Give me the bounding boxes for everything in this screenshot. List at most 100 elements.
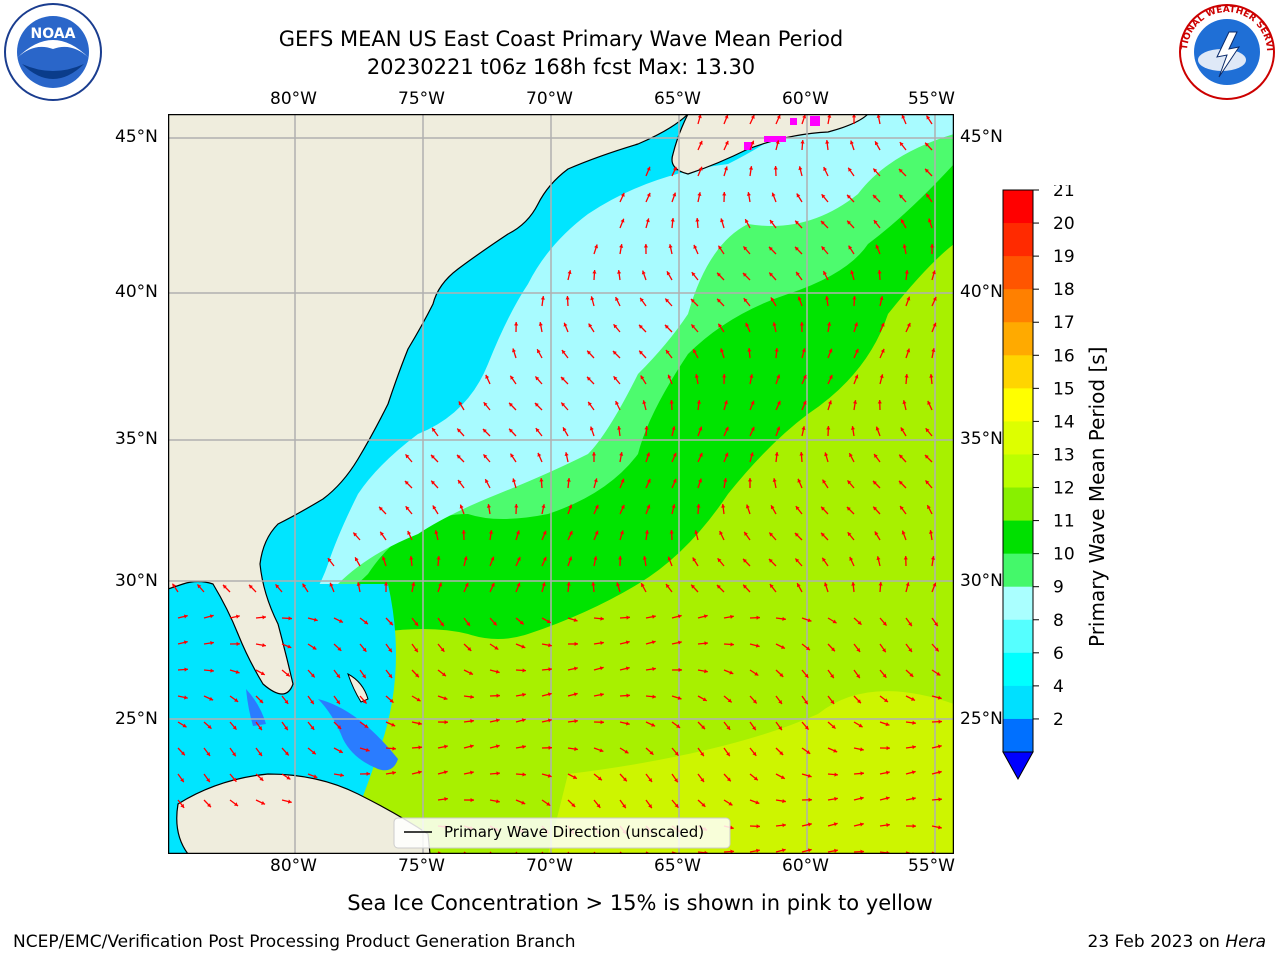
wave-arrow-head (755, 800, 760, 805)
wave-arrow-head (852, 296, 857, 300)
wave-arrow-head (834, 796, 838, 801)
wave-arrow-head (723, 478, 728, 482)
wave-arrow-head (928, 530, 934, 534)
wave-arrow-head (495, 669, 500, 674)
wave-arrow-head (641, 583, 645, 588)
wave-arrow-head (210, 640, 214, 646)
wave-arrow-head (904, 270, 909, 274)
arrow-legend: Primary Wave Direction (unscaled) (393, 817, 731, 849)
wave-arrow-head (593, 556, 598, 560)
wave-arrow-head (537, 349, 541, 354)
wave-arrow-head (904, 374, 909, 378)
wave-arrow-head (909, 672, 914, 677)
wave-arrow-head (232, 752, 236, 757)
wave-arrow-head (937, 770, 942, 775)
wave-arrow-head (516, 556, 521, 561)
wave-arrow-head (780, 645, 785, 649)
wave-arrow-head (590, 296, 595, 301)
wave-arrow-head (906, 296, 911, 301)
wave-arrow-head (495, 718, 500, 723)
wave-arrow-head (874, 531, 879, 536)
wave-arrow-head (772, 322, 777, 327)
wave-arrow-head (722, 192, 727, 196)
wave-arrow-head (409, 556, 414, 560)
wave-arrow-head (743, 558, 747, 563)
wave-arrow-head (852, 400, 858, 404)
wave-arrow-head (392, 770, 396, 775)
wave-arrow-head (284, 726, 288, 731)
wave-arrow-head (797, 296, 802, 301)
wave-arrow-head (258, 752, 262, 757)
wave-arrow-head (456, 454, 461, 459)
wave-arrow-head (804, 725, 809, 730)
footer-date: 23 Feb 2023 on Hera (1088, 932, 1266, 952)
wave-arrow-head (770, 297, 775, 302)
wave-arrow-head (677, 695, 682, 700)
wave-arrow-head (672, 192, 677, 197)
wave-arrow-head (197, 584, 202, 589)
wave-arrow-head (541, 582, 546, 587)
colorbar-tick-label: 15 (1053, 379, 1075, 399)
wave-arrow-head (640, 297, 644, 302)
wave-arrow-head (337, 725, 342, 730)
wave-arrow-head (678, 667, 682, 673)
wave-arrow-head (405, 506, 410, 511)
wave-arrow-head (482, 428, 487, 433)
colorbar-cell (1003, 289, 1033, 323)
wave-arrow-head (388, 673, 393, 678)
wave-arrow-head (619, 452, 624, 456)
wave-arrow-head (901, 114, 906, 119)
chart-subtitle: 20230221 t06z 168h fcst Max: 13.30 (366, 55, 756, 79)
wave-arrow-head (860, 771, 864, 776)
wave-arrow-head (541, 504, 546, 509)
wave-arrow-head (846, 506, 851, 511)
wave-arrow-head (589, 426, 594, 431)
wave-arrow-head (926, 193, 930, 198)
wave-arrow-head (641, 270, 646, 275)
wave-arrow-head (613, 324, 618, 329)
wave-arrow-head (778, 726, 782, 731)
wave-arrow-head (640, 375, 645, 380)
period-4-zone (318, 699, 398, 771)
colorbar-cell (1003, 685, 1033, 720)
lon-label-bottom-55: 55°W (908, 856, 955, 876)
wave-arrow-head (232, 777, 237, 782)
wave-arrow-head (184, 667, 188, 672)
wave-arrow-head (796, 271, 800, 276)
colorbar-cell (1003, 355, 1033, 389)
wave-arrow-head (312, 645, 317, 650)
wave-arrow-head (674, 778, 678, 783)
wave-arrow-head (669, 400, 674, 404)
wave-arrow-head (616, 582, 621, 587)
wave-arrow-head (800, 140, 805, 144)
wave-arrow-head (548, 643, 552, 648)
colorbar: 21 20 19 18 17 16 15 14 13 12 11 10 9 8 6 4 2 (1002, 185, 1075, 781)
wave-arrow-head (547, 718, 552, 723)
wave-arrow-head (183, 640, 188, 645)
wave-arrow-head (522, 772, 526, 777)
wave-arrow-head (573, 617, 578, 622)
wave-arrow-head (828, 374, 833, 379)
wave-arrow-head (516, 530, 520, 535)
wave-arrow-head (180, 778, 184, 783)
wave-arrow-head (723, 400, 728, 405)
wave-arrow-head (310, 673, 315, 678)
wave-arrow-head (730, 642, 734, 647)
wave-arrow-head (617, 270, 622, 274)
wave-arrow-head (726, 725, 731, 730)
wave-arrow-head (547, 773, 552, 778)
wave-arrow-head (521, 718, 526, 723)
wave-arrow-head (468, 671, 473, 675)
wave-arrow-head (747, 348, 752, 352)
wave-arrow-head (701, 725, 706, 730)
wave-arrow-head (470, 694, 474, 699)
wave-arrow-head (834, 848, 838, 853)
wave-arrow-head (567, 270, 572, 275)
wave-arrow-head (388, 648, 392, 653)
wave-arrow-head (574, 719, 578, 724)
wave-arrow-head (795, 246, 799, 251)
lon-label-top-80: 80°W (270, 89, 317, 109)
wave-arrow-head (619, 530, 624, 535)
wave-arrow-head (234, 802, 239, 806)
wave-arrow-head (821, 246, 826, 251)
